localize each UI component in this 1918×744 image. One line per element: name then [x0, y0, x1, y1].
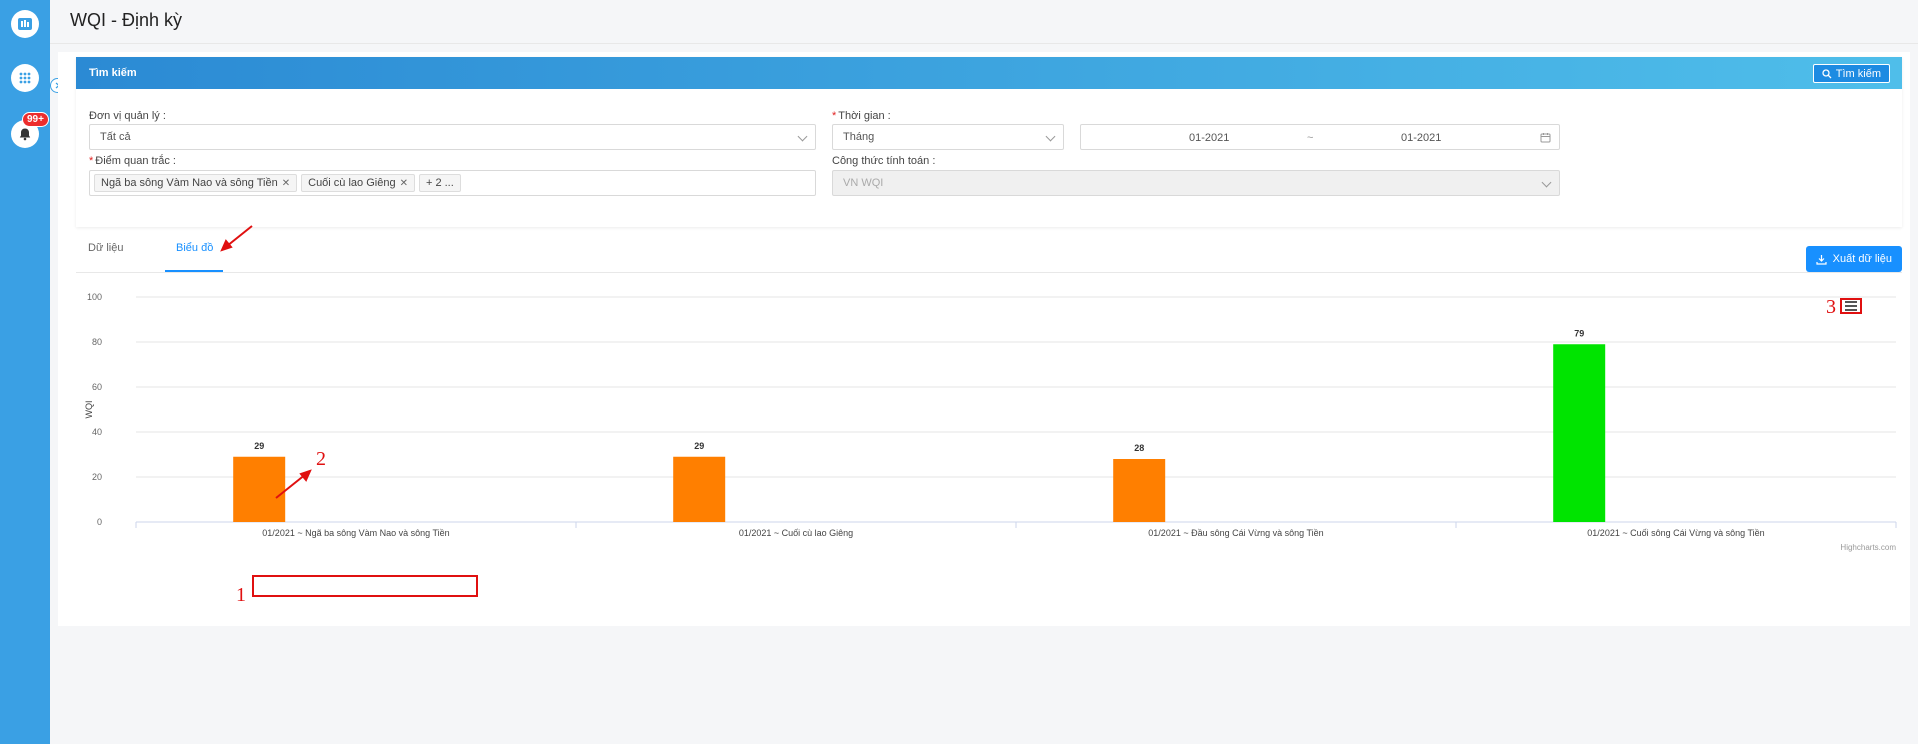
station-tag-label: Cuối cù lao Giêng — [308, 177, 396, 189]
notification-badge: 99+ — [22, 112, 49, 127]
unit-select[interactable]: Tất cả — [89, 124, 816, 150]
chart-svg: 0 20 40 60 80 100 WQI 29 01/2021 ~ Ngã ba sông V… — [84, 292, 1897, 552]
time-label: * Thời gian : — [832, 110, 891, 122]
search-button[interactable]: Tìm kiếm — [1812, 64, 1890, 83]
download-icon — [1816, 254, 1827, 265]
time-type-value: Tháng — [843, 131, 875, 143]
chart-bar — [673, 456, 726, 522]
y-tick-label: 100 — [87, 292, 102, 302]
date-from-input[interactable]: 01-2021 — [1189, 132, 1230, 144]
sidebar: 99+ — [0, 0, 50, 744]
close-icon[interactable]: ✕ — [281, 177, 291, 189]
date-to-input[interactable]: 01-2021 — [1401, 132, 1442, 144]
bell-icon — [19, 128, 31, 141]
chevron-down-icon — [797, 131, 808, 142]
tabs-divider — [76, 272, 1902, 273]
required-mark: * — [89, 155, 94, 167]
chart-credits: Highcharts.com — [1840, 543, 1896, 552]
chart-bar — [1553, 344, 1606, 522]
formula-label: Công thức tính toán : — [832, 155, 936, 167]
page-header: WQI - Định kỳ — [50, 0, 1918, 44]
search-panel-title: Tìm kiếm — [89, 67, 137, 79]
export-button[interactable]: Xuất dữ liệu — [1805, 246, 1902, 272]
logo-icon — [18, 18, 32, 30]
required-mark: * — [832, 110, 837, 122]
stations-label-text: Điểm quan trắc : — [95, 155, 176, 167]
time-type-select[interactable]: Tháng — [832, 124, 1064, 150]
station-tag-label: Ngã ba sông Vàm Nao và sông Tiền — [101, 177, 278, 189]
station-more-tag[interactable]: + 2 ... — [418, 174, 461, 192]
y-tick-label: 40 — [92, 427, 102, 437]
chart-bar — [1113, 459, 1166, 522]
data-label: 29 — [694, 441, 704, 451]
y-tick-label: 80 — [92, 337, 102, 347]
close-icon[interactable]: ✕ — [399, 177, 408, 189]
x-category-label: 01/2021 ~ Cuối sông Cái Vừng và sông Tiề… — [1587, 528, 1764, 538]
chevron-down-icon — [1045, 131, 1056, 142]
menu-icon-line — [1845, 305, 1857, 307]
y-axis-title: WQI — [84, 401, 94, 419]
x-category-label: 01/2021 ~ Ngã ba sông Vàm Nao và sông Ti… — [262, 528, 449, 538]
data-label: 79 — [1574, 328, 1584, 338]
annotation-2: 2 — [316, 448, 326, 470]
x-category-label: 01/2021 ~ Đầu sông Cái Vừng và sông Tiền — [1148, 528, 1323, 538]
unit-label: Đơn vị quản lý : — [89, 110, 166, 122]
formula-select: VN WQI — [832, 170, 1560, 196]
data-label: 28 — [1134, 443, 1144, 453]
station-tag[interactable]: Cuối cù lao Giêng ✕ — [301, 174, 415, 192]
date-range-picker[interactable]: 01-2021 ~ 01-2021 — [1080, 124, 1560, 150]
main-content: Tìm kiếm Tìm kiếm Đơn vị quản lý : Tất c… — [58, 52, 1910, 626]
date-separator: ~ — [1307, 132, 1314, 144]
menu-icon-line — [1845, 309, 1857, 311]
stations-multiselect[interactable]: Ngã ba sông Vàm Nao và sông Tiền ✕ Cuối … — [89, 170, 816, 196]
wqi-chart: 0 20 40 60 80 100 WQI 29 01/2021 ~ Ngã ba sông V… — [58, 278, 1910, 626]
app-logo[interactable] — [11, 10, 39, 38]
station-tag[interactable]: Ngã ba sông Vàm Nao và sông Tiền ✕ — [94, 174, 298, 192]
menu-icon-line — [1845, 301, 1857, 303]
y-tick-label: 60 — [92, 382, 102, 392]
stations-label: * Điểm quan trắc : — [89, 155, 176, 167]
tab-data[interactable]: Dữ liệu — [88, 242, 124, 254]
annotation-box-category — [252, 575, 478, 597]
export-button-label: Xuất dữ liệu — [1832, 253, 1892, 265]
data-label: 29 — [254, 441, 264, 451]
unit-select-value: Tất cả — [100, 131, 131, 143]
search-icon — [1822, 68, 1832, 78]
chart-bar — [233, 456, 286, 522]
station-more-label: + 2 ... — [425, 177, 454, 189]
active-tab-indicator — [165, 270, 223, 272]
apps-button[interactable] — [11, 64, 39, 92]
formula-value: VN WQI — [843, 177, 884, 189]
search-button-label: Tìm kiếm — [1835, 67, 1881, 80]
chevron-down-icon — [1541, 177, 1552, 188]
chart-menu-button[interactable] — [1840, 298, 1862, 314]
grid-icon — [19, 72, 31, 84]
annotation-3: 3 — [1826, 296, 1836, 318]
time-label-text: Thời gian : — [838, 110, 891, 122]
search-panel: Tìm kiếm Tìm kiếm Đơn vị quản lý : Tất c… — [76, 57, 1902, 227]
y-tick-label: 0 — [97, 517, 102, 527]
calendar-icon — [1540, 133, 1551, 143]
annotation-1: 1 — [236, 584, 246, 606]
page-title: WQI - Định kỳ — [70, 10, 183, 30]
x-category-label: 01/2021 ~ Cuối cù lao Giêng — [739, 528, 853, 538]
tab-chart[interactable]: Biểu đồ — [176, 242, 214, 254]
y-tick-label: 20 — [92, 472, 102, 482]
search-panel-header: Tìm kiếm Tìm kiếm — [76, 57, 1902, 89]
